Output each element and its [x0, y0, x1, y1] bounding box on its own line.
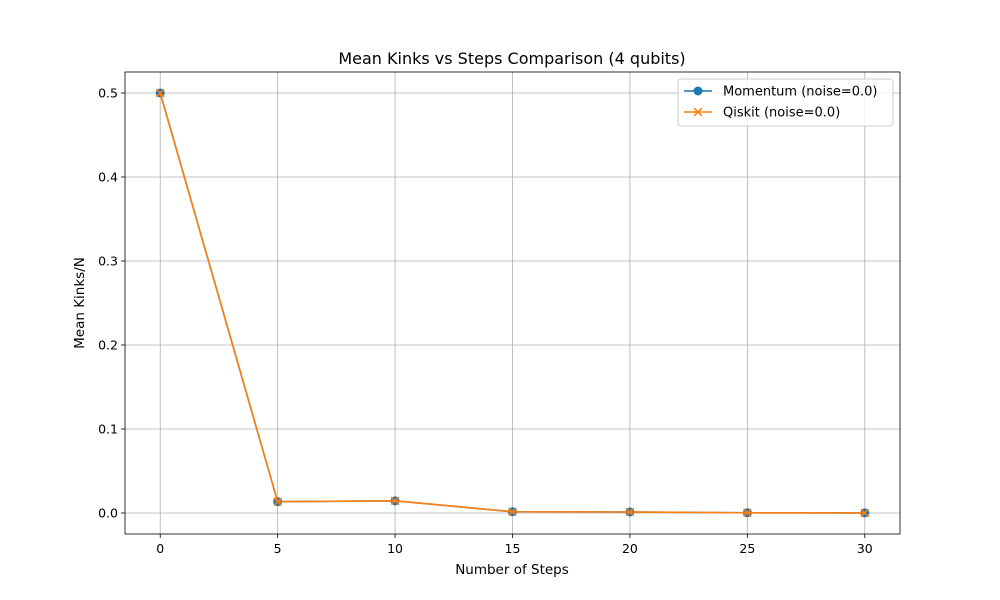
data-point [273, 497, 282, 506]
x-tick-label: 15 [505, 541, 521, 556]
legend-entry: Qiskit (noise=0.0) [684, 106, 840, 121]
x-tick-label: 25 [739, 541, 755, 556]
data-point [625, 507, 635, 517]
y-tick-label: 0.0 [98, 506, 118, 521]
legend: Momentum (noise=0.0) Qiskit (noise=0.0) [677, 78, 894, 127]
x-tick-label: 5 [274, 541, 282, 556]
chart-title: Mean Kinks vs Steps Comparison (4 qubits… [338, 49, 685, 68]
x-marker-stroke [743, 508, 752, 518]
legend-marker [693, 107, 703, 117]
legend-entry: Momentum (noise=0.0) [684, 85, 878, 100]
x-marker-stroke [693, 107, 703, 117]
x-tick-label: 10 [387, 541, 403, 556]
data-series [155, 88, 870, 518]
x-marker-stroke [860, 508, 870, 518]
y-tick-label: 0.5 [98, 86, 118, 101]
y-axis-label: Mean Kinks/N [72, 257, 88, 349]
x-axis-label: Number of Steps [455, 562, 569, 578]
x-marker-stroke [508, 507, 517, 517]
data-point [860, 508, 870, 518]
x-tick-label: 20 [622, 541, 638, 556]
x-tick-label: 30 [857, 541, 873, 556]
legend-label: Momentum (noise=0.0) [723, 85, 878, 100]
legend-label: Qiskit (noise=0.0) [723, 106, 840, 121]
data-point [390, 496, 400, 506]
x-marker-stroke [625, 507, 635, 517]
y-tick-label: 0.3 [98, 254, 118, 269]
axis-ticks: 0 5 10 15 20 25 30 0.0 0.1 0.2 0.3 0.4 0.5 [98, 86, 873, 557]
legend-box [677, 78, 894, 127]
grid-lines [125, 72, 900, 534]
x-marker-stroke [390, 496, 400, 506]
x-tick-label: 0 [156, 541, 164, 556]
data-point [743, 508, 752, 518]
data-point [508, 507, 517, 517]
y-tick-label: 0.4 [98, 170, 118, 185]
y-tick-label: 0.2 [98, 338, 118, 353]
series-1 [155, 88, 870, 518]
x-marker-stroke [155, 88, 165, 98]
y-tick-label: 0.1 [98, 422, 118, 437]
x-marker-stroke [273, 497, 282, 506]
legend-marker [693, 86, 703, 96]
data-point [155, 88, 165, 98]
